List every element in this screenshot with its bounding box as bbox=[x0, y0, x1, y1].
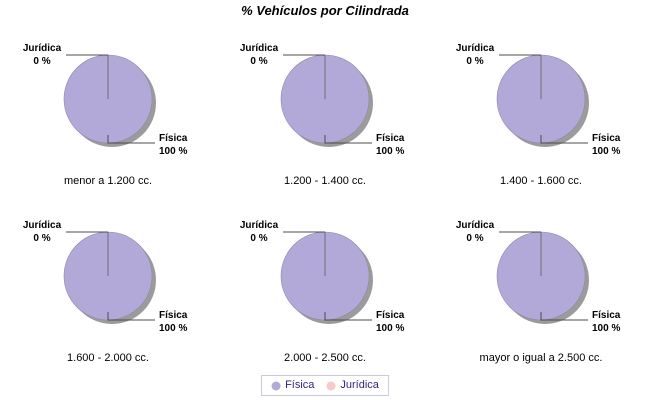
pie-chart-cell-5: Jurídica 0 % Física 100 % mayor o igual … bbox=[456, 220, 621, 364]
category-label: 1.400 - 1.600 cc. bbox=[500, 175, 582, 187]
juridica-slice-label: Jurídica bbox=[456, 43, 495, 54]
pie-chart-cell-0: Jurídica 0 % Física 100 % menor a 1.200 … bbox=[23, 43, 188, 187]
juridica-slice-label: Jurídica bbox=[240, 220, 279, 231]
fisica-slice-value: 100 % bbox=[159, 323, 187, 334]
category-label: 1.200 - 1.400 cc. bbox=[284, 175, 366, 187]
juridica-slice-label: Jurídica bbox=[456, 220, 495, 231]
fisica-slice-label: Física bbox=[592, 310, 621, 321]
fisica-callout-line bbox=[540, 312, 588, 321]
juridica-slice-value: 0 % bbox=[466, 233, 483, 244]
legend-marker-juridica-icon bbox=[326, 381, 336, 390]
juridica-slice-value: 0 % bbox=[33, 56, 50, 67]
juridica-slice-value: 0 % bbox=[466, 56, 483, 67]
fisica-slice-value: 100 % bbox=[376, 323, 404, 334]
juridica-slice-label: Jurídica bbox=[23, 43, 62, 54]
chart-legend: Física Jurídica bbox=[261, 375, 389, 396]
pie-chart-cell-2: Jurídica 0 % Física 100 % 1.400 - 1.600 … bbox=[456, 43, 621, 187]
fisica-slice-label: Física bbox=[376, 310, 405, 321]
category-label: menor a 1.200 cc. bbox=[64, 175, 152, 187]
juridica-slice-value: 0 % bbox=[250, 233, 267, 244]
chart-title: % Vehículos por Cilindrada bbox=[241, 3, 409, 18]
fisica-callout-line bbox=[540, 135, 588, 144]
fisica-callout-line bbox=[324, 135, 372, 144]
juridica-slice-value: 0 % bbox=[250, 56, 267, 67]
fisica-slice-label: Física bbox=[159, 310, 188, 321]
fisica-slice-value: 100 % bbox=[159, 146, 187, 157]
fisica-slice-label: Física bbox=[376, 133, 405, 144]
fisica-slice-value: 100 % bbox=[376, 146, 404, 157]
fisica-slice-value: 100 % bbox=[592, 146, 620, 157]
category-label: 2.000 - 2.500 cc. bbox=[284, 352, 366, 364]
pie-chart-cell-1: Jurídica 0 % Física 100 % 1.200 - 1.400 … bbox=[240, 43, 405, 187]
legend-label-fisica: Física bbox=[285, 379, 315, 391]
fisica-callout-line bbox=[107, 312, 155, 321]
category-label: 1.600 - 2.000 cc. bbox=[67, 352, 149, 364]
pie-chart-cell-4: Jurídica 0 % Física 100 % 2.000 - 2.500 … bbox=[240, 220, 405, 364]
fisica-callout-line bbox=[324, 312, 372, 321]
fisica-slice-value: 100 % bbox=[592, 323, 620, 334]
pie-chart-cell-3: Jurídica 0 % Física 100 % 1.600 - 2.000 … bbox=[23, 220, 188, 364]
juridica-slice-value: 0 % bbox=[33, 233, 50, 244]
legend-item-juridica: Jurídica bbox=[326, 379, 379, 392]
juridica-slice-label: Jurídica bbox=[240, 43, 279, 54]
legend-item-fisica: Física bbox=[271, 379, 314, 392]
fisica-slice-label: Física bbox=[592, 133, 621, 144]
category-label: mayor o igual a 2.500 cc. bbox=[480, 352, 603, 364]
juridica-slice-label: Jurídica bbox=[23, 220, 62, 231]
fisica-callout-line bbox=[107, 135, 155, 144]
legend-label-juridica: Jurídica bbox=[340, 379, 379, 391]
legend-marker-fisica-icon bbox=[271, 381, 281, 390]
fisica-slice-label: Física bbox=[159, 133, 188, 144]
